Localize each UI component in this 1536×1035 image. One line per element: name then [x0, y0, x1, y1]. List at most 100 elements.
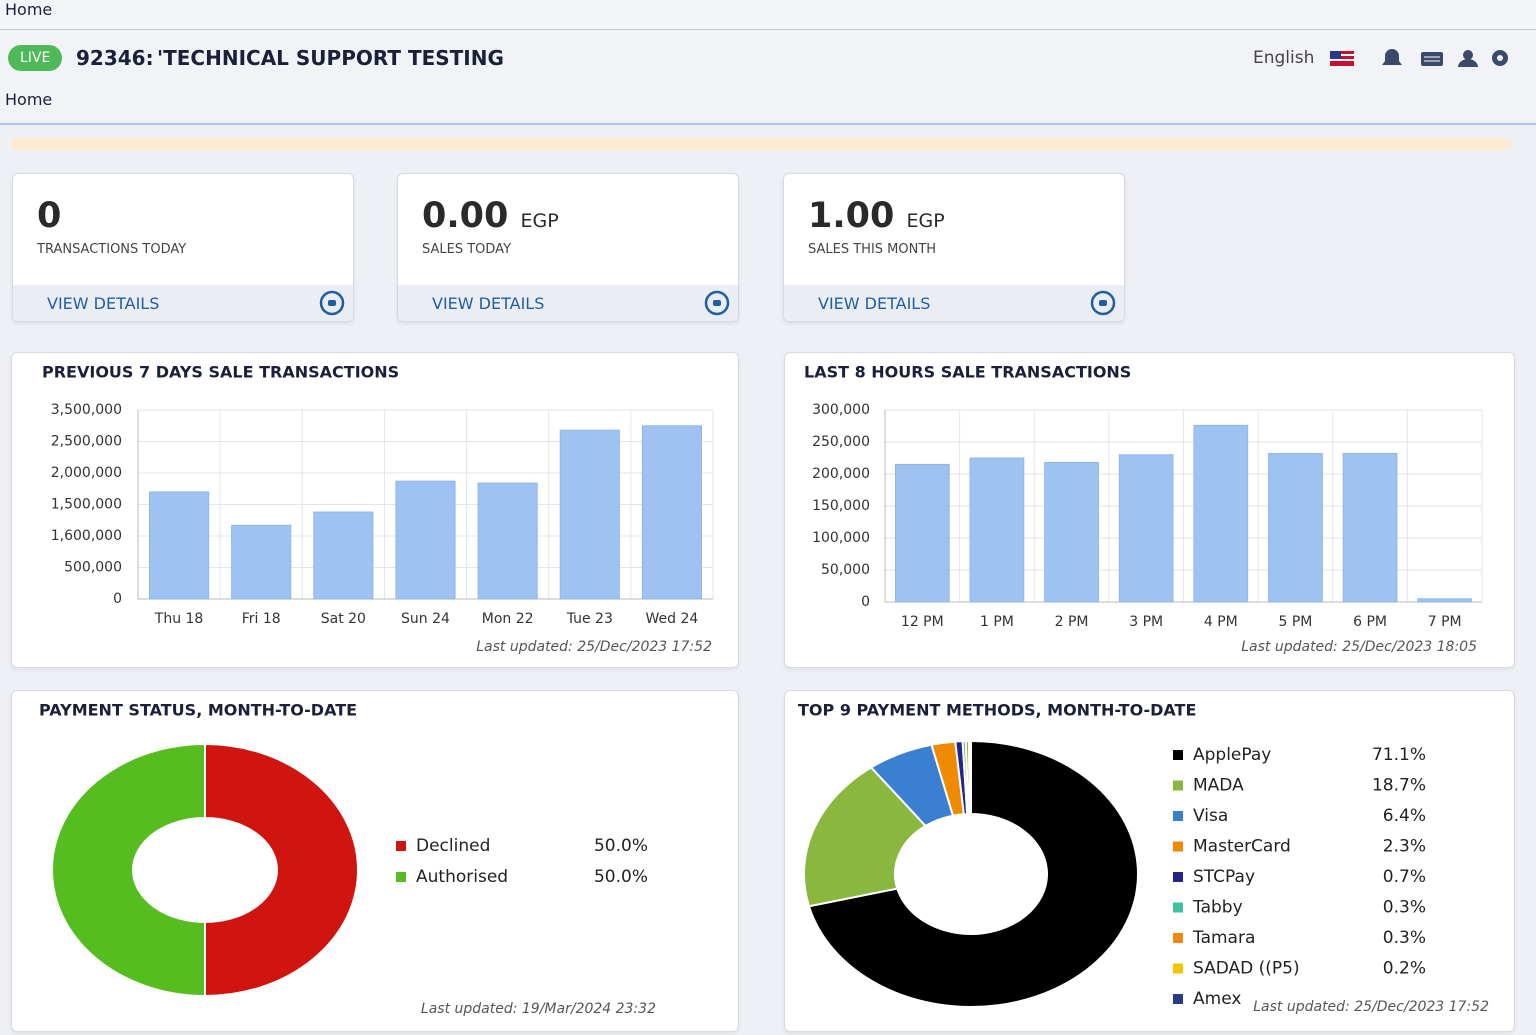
- icon-ring: [1090, 290, 1116, 316]
- donut-slice: [807, 739, 1139, 1008]
- legend-swatch: [1173, 963, 1183, 974]
- legend-label: MADA: [1193, 776, 1244, 796]
- stat-label: SALES THIS MONTH: [808, 242, 937, 257]
- legend-swatch: [1173, 994, 1183, 1004]
- details-icon: [704, 290, 730, 316]
- x-tick-label: 12 PM: [901, 614, 944, 630]
- bar: [1342, 453, 1398, 603]
- legend-value: 2.3%: [1383, 837, 1426, 857]
- icon-dot: [713, 300, 721, 306]
- x-tick-label: Mon 22: [482, 611, 534, 627]
- y-tick-label: 200,000: [812, 466, 870, 482]
- top-bar: Home: [0, 0, 1536, 30]
- x-tick-label: 7 PM: [1428, 614, 1462, 630]
- legend-swatch: [1173, 902, 1183, 913]
- view-details[interactable]: VIEW DETAILS: [818, 294, 931, 313]
- bar: [149, 491, 210, 600]
- x-tick-label: 2 PM: [1055, 614, 1089, 630]
- live-badge: LIVE: [8, 45, 63, 71]
- y-tick-label: 1,600,000: [51, 528, 122, 544]
- chart-panel: PAYMENT STATUS, MONTH-TO-DATE Declined 50.…: [11, 690, 739, 1032]
- y-tick-label: 2,000,000: [51, 465, 122, 481]
- x-tick-label: Sun 24: [401, 611, 450, 627]
- legend-swatch: [1173, 780, 1183, 791]
- legend-value: 50.0%: [594, 836, 648, 856]
- header: LIVE 92346: 'TECHNICAL SUPPORT TESTING E…: [0, 30, 1536, 125]
- legend-label: Declined: [416, 836, 490, 856]
- bar: [477, 482, 538, 600]
- legend-label: MasterCard: [1193, 837, 1291, 857]
- card-footer: VIEW DETAILS: [784, 285, 1124, 321]
- x-tick-label: Thu 18: [154, 611, 204, 627]
- bar: [969, 457, 1025, 603]
- stat-card: 0 TRANSACTIONS TODAY VIEW DETAILS: [12, 173, 354, 322]
- view-details[interactable]: VIEW DETAILS: [47, 294, 160, 313]
- legend-label: ApplePay: [1193, 745, 1271, 765]
- alert-bar: [10, 138, 1512, 150]
- merchant-name: 'TECHNICAL SUPPORT TESTING: [157, 46, 504, 70]
- last-updated: Last updated: 25/Dec/2023 17:52: [1253, 999, 1489, 1015]
- bar: [1268, 453, 1323, 603]
- x-tick-label: Wed 24: [646, 611, 699, 627]
- legend-swatch: [396, 872, 406, 882]
- stat-value: 0.00 EGP: [422, 196, 559, 236]
- legend-value: 71.1%: [1372, 745, 1426, 765]
- legend-swatch: [1173, 750, 1183, 760]
- bar: [641, 425, 702, 600]
- y-tick-label: 150,000: [812, 498, 870, 514]
- top-link[interactable]: Home: [5, 0, 53, 19]
- bar: [559, 429, 620, 600]
- icon-ring: [704, 290, 730, 316]
- legend-value: 0.3%: [1383, 898, 1426, 918]
- stat-card: 1.00 EGP SALES THIS MONTH VIEW DETAILS: [783, 173, 1125, 322]
- chart-title: LAST 8 HOURS SALE TRANSACTIONS: [804, 363, 1131, 382]
- stat-value: 0: [37, 196, 61, 236]
- stat-number: 1.00: [808, 196, 895, 236]
- chart-title: PREVIOUS 7 DAYS SALE TRANSACTIONS: [42, 363, 399, 382]
- header-icons[interactable]: [1330, 49, 1520, 69]
- legend-label: Amex: [1193, 989, 1241, 1009]
- bar: [1417, 598, 1473, 603]
- legend-swatch: [1173, 811, 1183, 821]
- last-updated: Last updated: 25/Dec/2023 18:05: [1241, 639, 1477, 655]
- y-tick-label: 500,000: [64, 560, 122, 576]
- bar: [395, 480, 456, 600]
- stat-number: 0: [37, 196, 62, 236]
- legend-label: Tabby: [1192, 898, 1243, 918]
- chart-panel: TOP 9 PAYMENT METHODS, MONTH-TO-DATE Appl…: [784, 690, 1515, 1032]
- bar: [231, 524, 292, 600]
- chart: TOP 9 PAYMENT METHODS, MONTH-TO-DATE Appl…: [798, 701, 1489, 1016]
- bar: [894, 463, 950, 603]
- y-tick-label: 0: [861, 594, 870, 610]
- chart: PREVIOUS 7 DAYS SALE TRANSACTIONS 0 500,00…: [42, 363, 714, 655]
- chart-title: PAYMENT STATUS, MONTH-TO-DATE: [39, 701, 357, 720]
- legend-label: Authorised: [416, 867, 508, 887]
- y-tick-label: 3,500,000: [51, 402, 122, 418]
- legend-label: Visa: [1193, 806, 1228, 826]
- donut-slice: [803, 766, 928, 908]
- x-tick-label: Tue 23: [566, 611, 613, 627]
- y-tick-label: 1,500,000: [51, 497, 122, 513]
- stat-card: 0.00 EGP SALES TODAY VIEW DETAILS: [397, 173, 739, 322]
- x-tick-label: Sat 20: [321, 611, 366, 627]
- legend-value: 0.3%: [1383, 928, 1426, 948]
- view-details[interactable]: VIEW DETAILS: [432, 294, 545, 313]
- y-tick-label: 50,000: [821, 562, 870, 578]
- legend-swatch: [1173, 872, 1183, 882]
- x-tick-label: 4 PM: [1204, 614, 1238, 630]
- language[interactable]: English: [1253, 48, 1315, 68]
- icon-dot: [1099, 300, 1107, 306]
- legend-label: STCPay: [1193, 867, 1255, 887]
- donut-slice: [51, 742, 206, 998]
- stat-label: TRANSACTIONS TODAY: [37, 242, 187, 257]
- legend-label: Tamara: [1192, 928, 1255, 948]
- breadcrumb[interactable]: Home: [5, 90, 53, 109]
- last-updated: Last updated: 25/Dec/2023 17:52: [476, 639, 712, 655]
- stat-unit: EGP: [520, 210, 559, 232]
- y-tick-label: 2,500,000: [51, 434, 122, 450]
- donut-slice: [204, 742, 359, 998]
- last-updated: Last updated: 19/Mar/2024 23:32: [421, 1001, 656, 1017]
- chart-panel: LAST 8 HOURS SALE TRANSACTIONS 0 50,000 100…: [784, 352, 1515, 668]
- icon-dot: [328, 300, 336, 306]
